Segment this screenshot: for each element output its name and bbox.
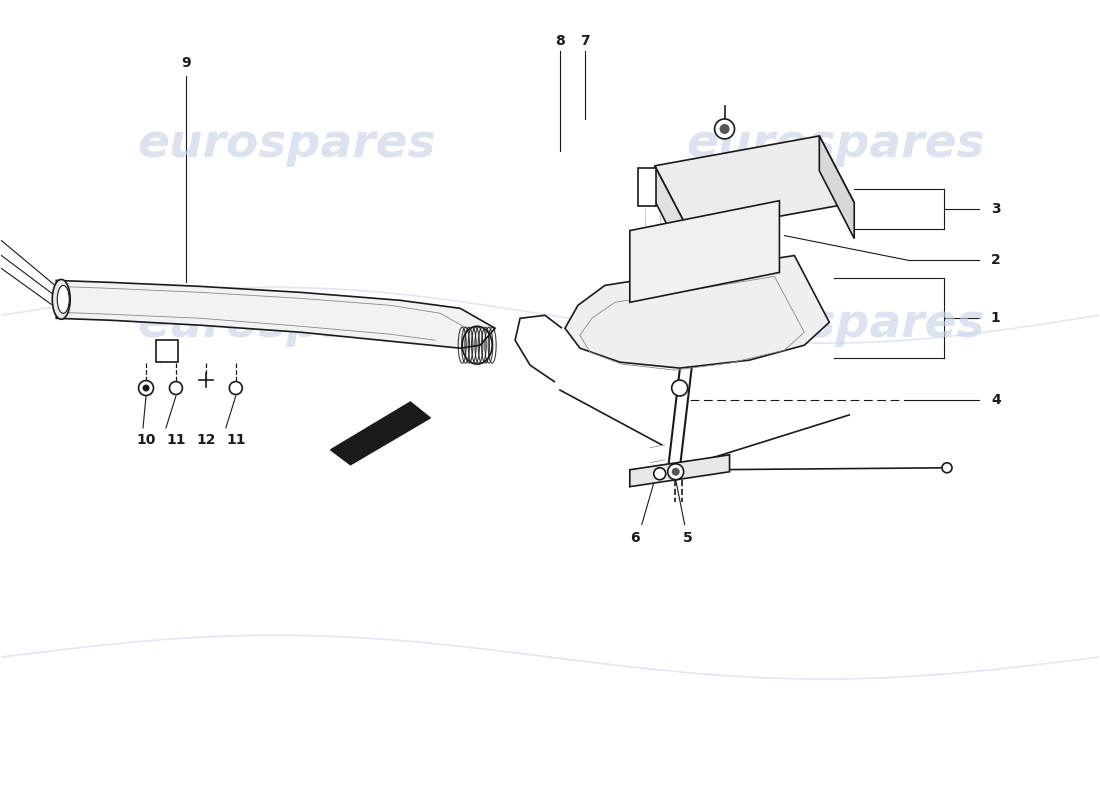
Text: 11: 11 bbox=[226, 433, 245, 447]
Polygon shape bbox=[630, 201, 780, 302]
Text: eurospares: eurospares bbox=[686, 122, 984, 167]
Text: 2: 2 bbox=[991, 254, 1001, 267]
Text: 7: 7 bbox=[580, 34, 590, 48]
Ellipse shape bbox=[57, 286, 69, 314]
Circle shape bbox=[715, 119, 735, 139]
Text: eurospares: eurospares bbox=[138, 302, 436, 346]
Circle shape bbox=[169, 382, 183, 394]
Circle shape bbox=[139, 381, 154, 395]
Polygon shape bbox=[654, 136, 855, 233]
Circle shape bbox=[653, 468, 666, 480]
Circle shape bbox=[942, 462, 952, 473]
Text: 1: 1 bbox=[991, 311, 1001, 326]
FancyBboxPatch shape bbox=[638, 168, 656, 206]
Text: 4: 4 bbox=[991, 393, 1001, 407]
Polygon shape bbox=[565, 255, 829, 368]
Text: 11: 11 bbox=[166, 433, 186, 447]
Circle shape bbox=[672, 468, 680, 476]
Polygon shape bbox=[331, 402, 430, 465]
Text: 9: 9 bbox=[182, 56, 190, 70]
Circle shape bbox=[668, 464, 684, 480]
Polygon shape bbox=[820, 136, 855, 238]
Text: 3: 3 bbox=[991, 202, 1001, 216]
Circle shape bbox=[229, 382, 242, 394]
Text: 6: 6 bbox=[630, 530, 639, 545]
Polygon shape bbox=[654, 166, 690, 269]
Circle shape bbox=[719, 124, 729, 134]
Text: 8: 8 bbox=[556, 34, 564, 48]
Circle shape bbox=[143, 385, 150, 391]
Ellipse shape bbox=[53, 279, 70, 319]
FancyBboxPatch shape bbox=[156, 340, 178, 362]
Text: 10: 10 bbox=[136, 433, 156, 447]
Polygon shape bbox=[56, 281, 495, 348]
Text: eurospares: eurospares bbox=[138, 122, 436, 167]
Text: 5: 5 bbox=[683, 530, 693, 545]
Polygon shape bbox=[630, 455, 729, 486]
Circle shape bbox=[672, 380, 688, 396]
Text: eurospares: eurospares bbox=[686, 302, 984, 346]
Text: 12: 12 bbox=[196, 433, 216, 447]
